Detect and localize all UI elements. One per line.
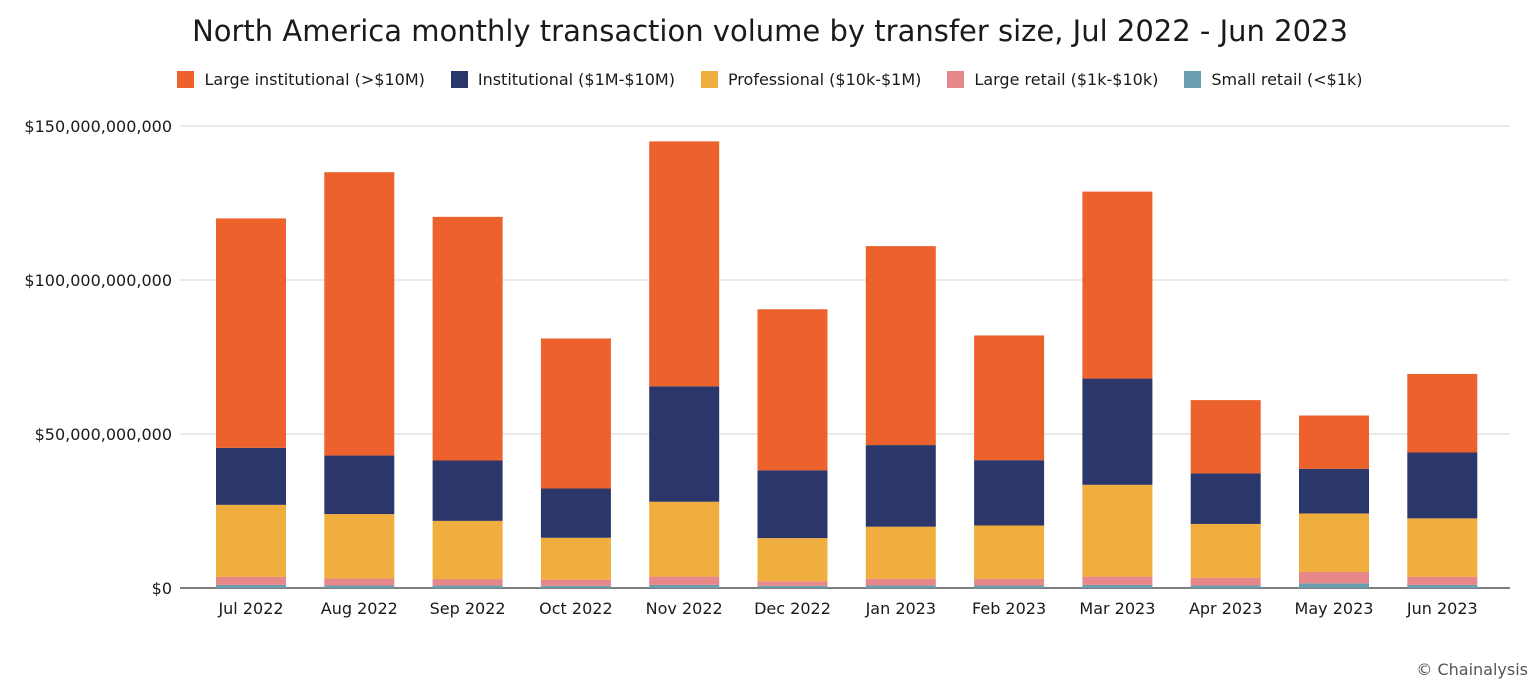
y-tick-label: $100,000,000,000 [24,271,172,290]
legend-swatch [700,71,718,88]
bar-segment [1299,468,1369,514]
legend-item: Large retail ($1k-$10k) [947,70,1158,89]
bar-segment [216,218,286,448]
bar-segment [649,576,720,585]
bar-segment [865,578,936,586]
legend-item: Large institutional (>$10M) [177,70,425,89]
bar-segment [757,581,828,586]
bar-segment [1190,585,1261,588]
bar-segment [540,579,611,586]
bar-segment [1190,400,1261,474]
bar-segment [432,579,503,586]
legend-label: Professional ($10k-$1M) [727,70,922,89]
bar-segment [649,141,720,387]
bar-segment [216,584,286,588]
bar-segment [1190,523,1261,578]
source-credit: © Chainalysis [1416,660,1528,679]
bar-segment [324,172,395,456]
bar-segment [432,216,503,461]
bar-segment [757,309,828,471]
x-tick-label: May 2023 [1295,599,1374,618]
x-tick-label: Aug 2022 [321,599,398,618]
bar-segment [1299,583,1369,588]
x-tick-label: Oct 2022 [539,599,612,618]
bar-segment [974,460,1045,526]
bar-segment [1082,378,1153,485]
bar-segment [974,525,1045,579]
bar-segment [540,585,611,588]
bar-segment [1407,373,1478,453]
legend-item: Institutional ($1M-$10M) [450,70,675,89]
bar-segment [974,335,1045,461]
x-tick-label: Jun 2023 [1406,599,1478,618]
bar-segment [757,470,828,539]
legend-label: Large institutional (>$10M) [204,70,425,89]
legend-swatch [1184,71,1202,88]
bar-segment [865,526,936,579]
legend-swatch [177,71,195,88]
x-tick-label: Jul 2022 [217,599,283,618]
bar-segment [865,246,936,446]
bar-segment [216,504,286,577]
bar-segment [757,538,828,582]
legend-item: Small retail (<$1k) [1184,70,1363,89]
bar-segment [1082,576,1153,585]
bar-segment [757,585,828,588]
legend-label: Institutional ($1M-$10M) [477,70,675,89]
bar-segment [324,585,395,588]
bar-segment [1299,415,1369,469]
x-tick-label: Feb 2023 [972,599,1046,618]
x-tick-label: Jan 2023 [865,599,936,618]
bar-segment [1407,518,1478,577]
bar-segment [324,578,395,586]
legend-label: Large retail ($1k-$10k) [974,70,1159,89]
bar-segment [540,537,611,580]
bar-segment [324,514,395,579]
bar-segment [1082,191,1153,379]
x-tick-label: Sep 2022 [430,599,506,618]
bar-segment [216,576,286,585]
bar-segment [1407,584,1478,588]
x-tick-label: Dec 2022 [754,599,831,618]
bar-segment [540,488,611,538]
bar-segment [432,460,503,521]
y-tick-label: $50,000,000,000 [35,425,172,444]
bar-segment [216,447,286,505]
bar-segment [1082,584,1153,588]
bar-segment [1082,484,1153,577]
bar-segment [974,578,1045,586]
bar-segment [1407,452,1478,519]
bar-segment [649,584,720,588]
bar-segment [540,338,611,489]
bar-segment [1299,513,1369,572]
bar-segment [1299,571,1369,584]
bar-segment [432,520,503,580]
legend-item: Professional ($10k-$1M) [700,70,922,89]
bar-segment [324,455,395,515]
x-tick-label: Mar 2023 [1079,599,1155,618]
bar-segment [649,386,720,502]
x-tick-label: Nov 2022 [646,599,723,618]
bar-segment [865,585,936,588]
bar-segment [1190,473,1261,524]
legend-swatch [450,71,468,88]
bar-segment [432,585,503,588]
legend-swatch [947,71,965,88]
bar-segment [974,585,1045,588]
chart-title: North America monthly transaction volume… [192,14,1348,48]
legend-label: Small retail (<$1k) [1211,70,1363,89]
y-tick-label: $150,000,000,000 [24,117,172,136]
bar-segment [649,501,720,577]
bar-segment [1190,577,1261,586]
y-tick-label: $0 [152,579,172,598]
chart-legend: Large institutional (>$10M) Institutional… [0,70,1540,89]
bar-segment [1407,576,1478,585]
bar-segment [865,445,936,527]
x-tick-label: Apr 2023 [1189,599,1262,618]
